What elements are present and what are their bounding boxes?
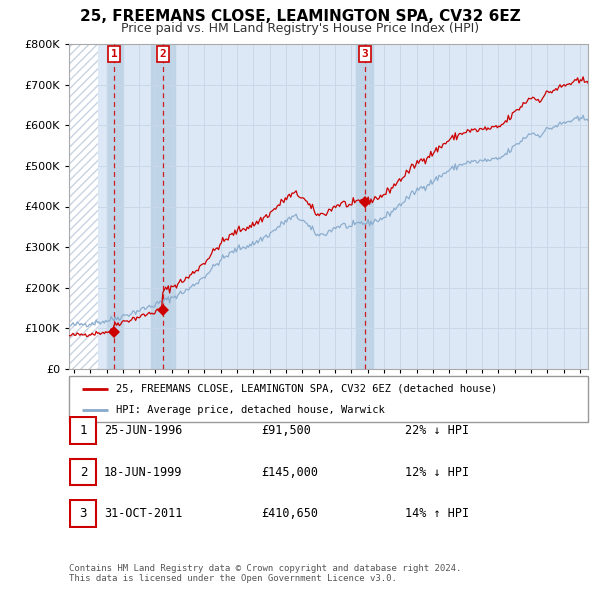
Text: £410,650: £410,650 [261, 507, 318, 520]
Text: 2: 2 [160, 49, 166, 59]
Text: 18-JUN-1999: 18-JUN-1999 [104, 466, 182, 478]
Text: 31-OCT-2011: 31-OCT-2011 [104, 507, 182, 520]
Bar [356, 44, 373, 369]
Text: Contains HM Land Registry data © Crown copyright and database right 2024.
This d: Contains HM Land Registry data © Crown c… [69, 563, 461, 583]
Text: 1: 1 [111, 49, 118, 59]
FancyBboxPatch shape [70, 459, 97, 485]
Bar [69, 44, 98, 369]
FancyBboxPatch shape [70, 500, 97, 526]
Text: 12% ↓ HPI: 12% ↓ HPI [405, 466, 469, 478]
Text: 14% ↑ HPI: 14% ↑ HPI [405, 507, 469, 520]
Text: 3: 3 [80, 507, 87, 520]
FancyBboxPatch shape [69, 376, 588, 422]
Bar [151, 44, 175, 369]
Text: 25-JUN-1996: 25-JUN-1996 [104, 424, 182, 437]
Bar [107, 44, 123, 369]
Text: £145,000: £145,000 [261, 466, 318, 478]
Text: 1: 1 [80, 424, 87, 437]
Text: 25, FREEMANS CLOSE, LEAMINGTON SPA, CV32 6EZ: 25, FREEMANS CLOSE, LEAMINGTON SPA, CV32… [80, 9, 520, 24]
Text: 3: 3 [362, 49, 368, 59]
FancyBboxPatch shape [70, 418, 97, 444]
Text: 2: 2 [80, 466, 87, 478]
Text: Price paid vs. HM Land Registry's House Price Index (HPI): Price paid vs. HM Land Registry's House … [121, 22, 479, 35]
Text: £91,500: £91,500 [261, 424, 311, 437]
Text: 25, FREEMANS CLOSE, LEAMINGTON SPA, CV32 6EZ (detached house): 25, FREEMANS CLOSE, LEAMINGTON SPA, CV32… [116, 384, 497, 394]
Text: 22% ↓ HPI: 22% ↓ HPI [405, 424, 469, 437]
Text: HPI: Average price, detached house, Warwick: HPI: Average price, detached house, Warw… [116, 405, 385, 415]
